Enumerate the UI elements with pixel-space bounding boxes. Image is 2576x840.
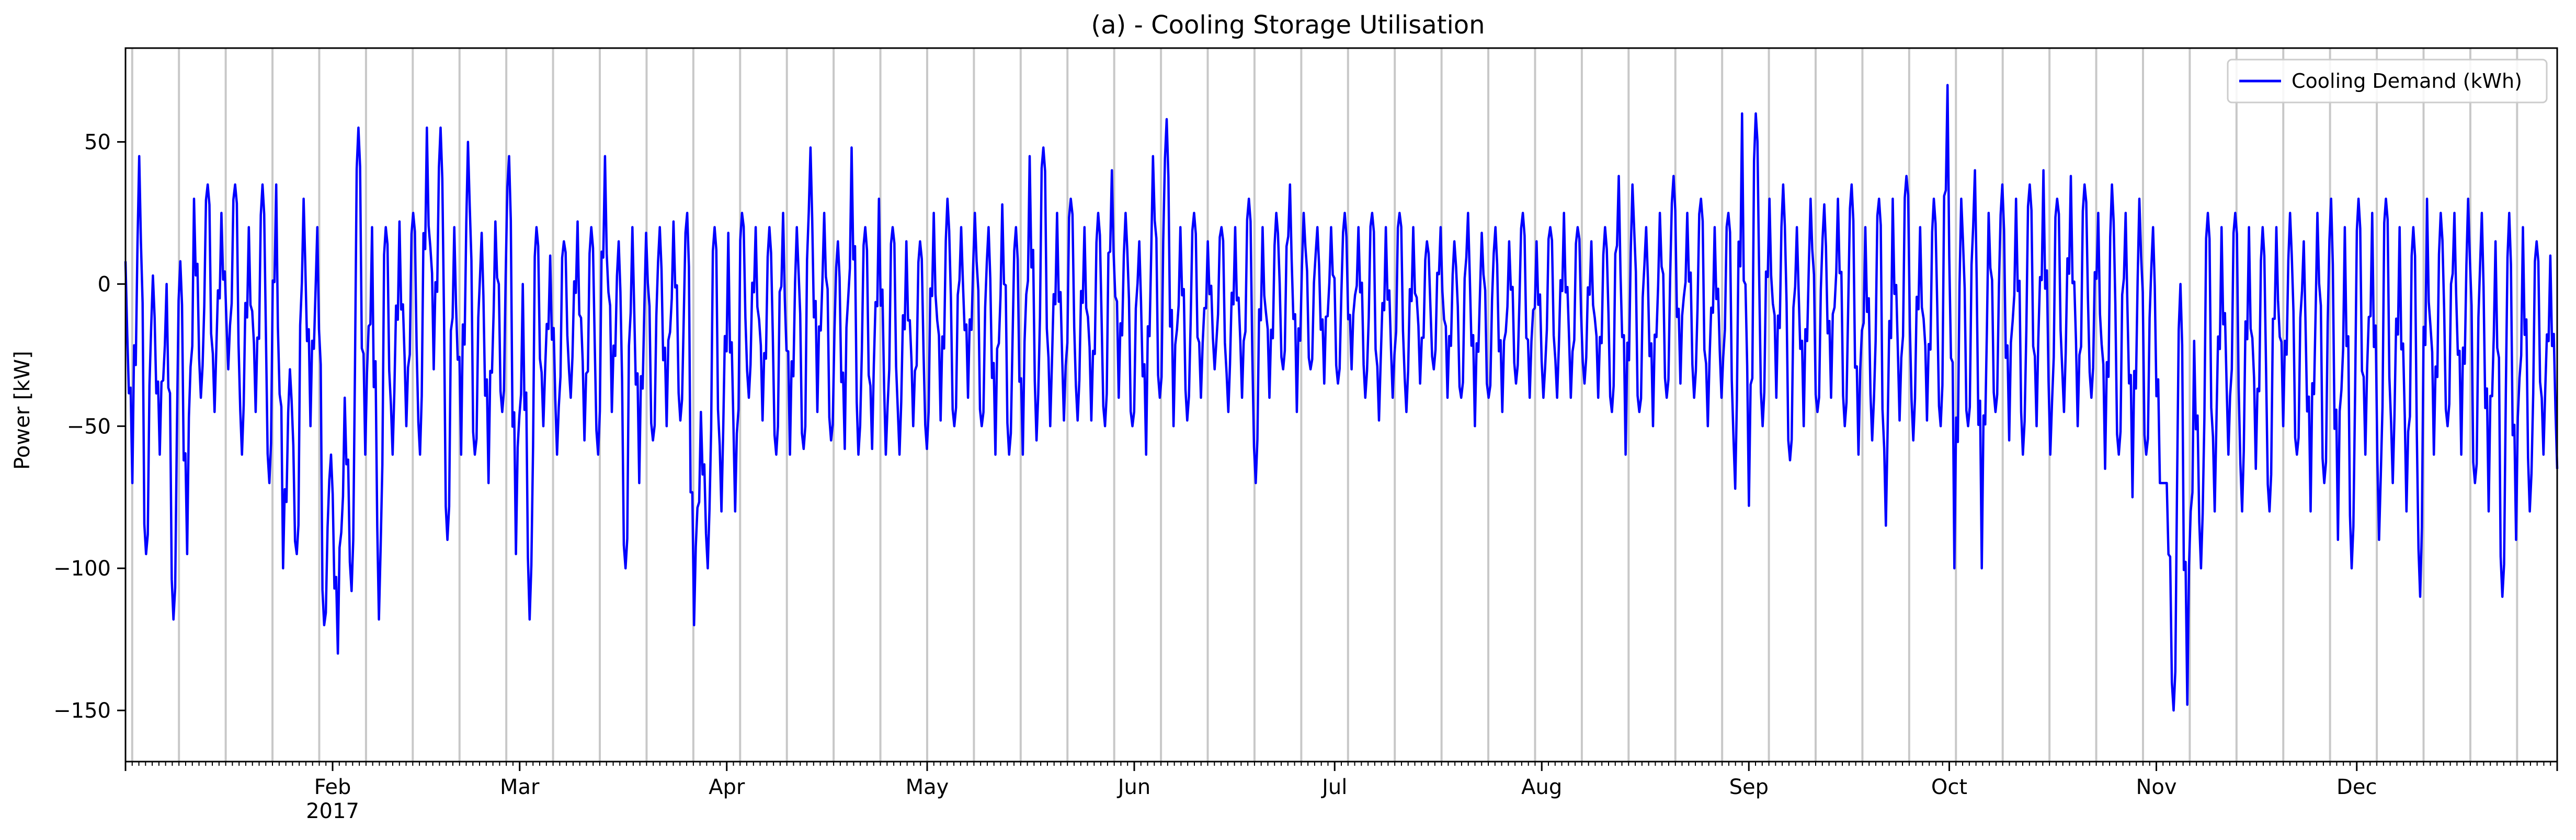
legend-label: Cooling Demand (kWh)	[2292, 70, 2522, 93]
x-tick-label: Nov	[2136, 775, 2176, 799]
y-tick-label: −50	[67, 415, 111, 439]
y-tick-label: −100	[53, 557, 111, 581]
x-tick-label: Jun	[1116, 775, 1151, 799]
plot-frame	[124, 47, 2558, 763]
legend: Cooling Demand (kWh)	[2227, 59, 2548, 103]
x-tick-label: Apr	[709, 775, 745, 799]
series-layer	[124, 84, 2559, 712]
legend-box	[2227, 59, 2548, 103]
y-tick-label: −150	[53, 699, 111, 723]
x-tick-label: Feb	[314, 775, 351, 799]
x-tick-sublabel: 2017	[306, 799, 359, 823]
x-tick-label: May	[906, 775, 949, 799]
x-tick-label: Mar	[500, 775, 540, 799]
x-tick-label: Oct	[1931, 775, 1967, 799]
y-axis-label: Power [kW]	[10, 351, 35, 470]
x-tick-label: Aug	[1521, 775, 1562, 799]
y-tick-label: 0	[98, 272, 111, 296]
series-line	[124, 84, 2559, 712]
x-tick-label: Dec	[2336, 775, 2377, 799]
y-axis-ticks: 50 0 −50 −100 −150	[53, 130, 126, 723]
y-tick-label: 50	[84, 130, 111, 154]
vertical-gridlines	[131, 48, 2518, 762]
chart-title: (a) - Cooling Storage Utilisation	[1091, 10, 1485, 40]
x-tick-label: Sep	[1729, 775, 1769, 799]
x-tick-label: Jul	[1320, 775, 1347, 799]
